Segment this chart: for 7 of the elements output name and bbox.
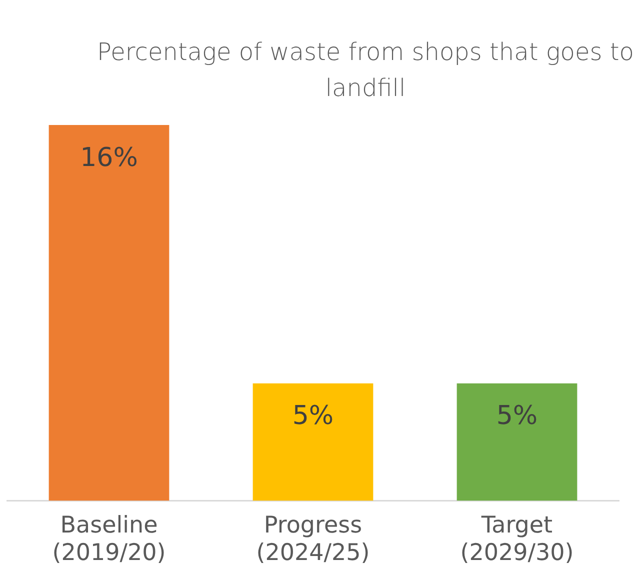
chart-title: Percentage of waste from shops that goes to landfill [96,37,635,104]
data-label: 16% [80,142,138,173]
x-tick-label: Progress (2024/25) [256,512,370,566]
x-tick-label: Target (2029/30) [460,512,574,566]
data-label: 5% [292,401,334,432]
data-label: 5% [496,401,538,432]
x-tick-label: Baseline (2019/20) [52,512,166,566]
